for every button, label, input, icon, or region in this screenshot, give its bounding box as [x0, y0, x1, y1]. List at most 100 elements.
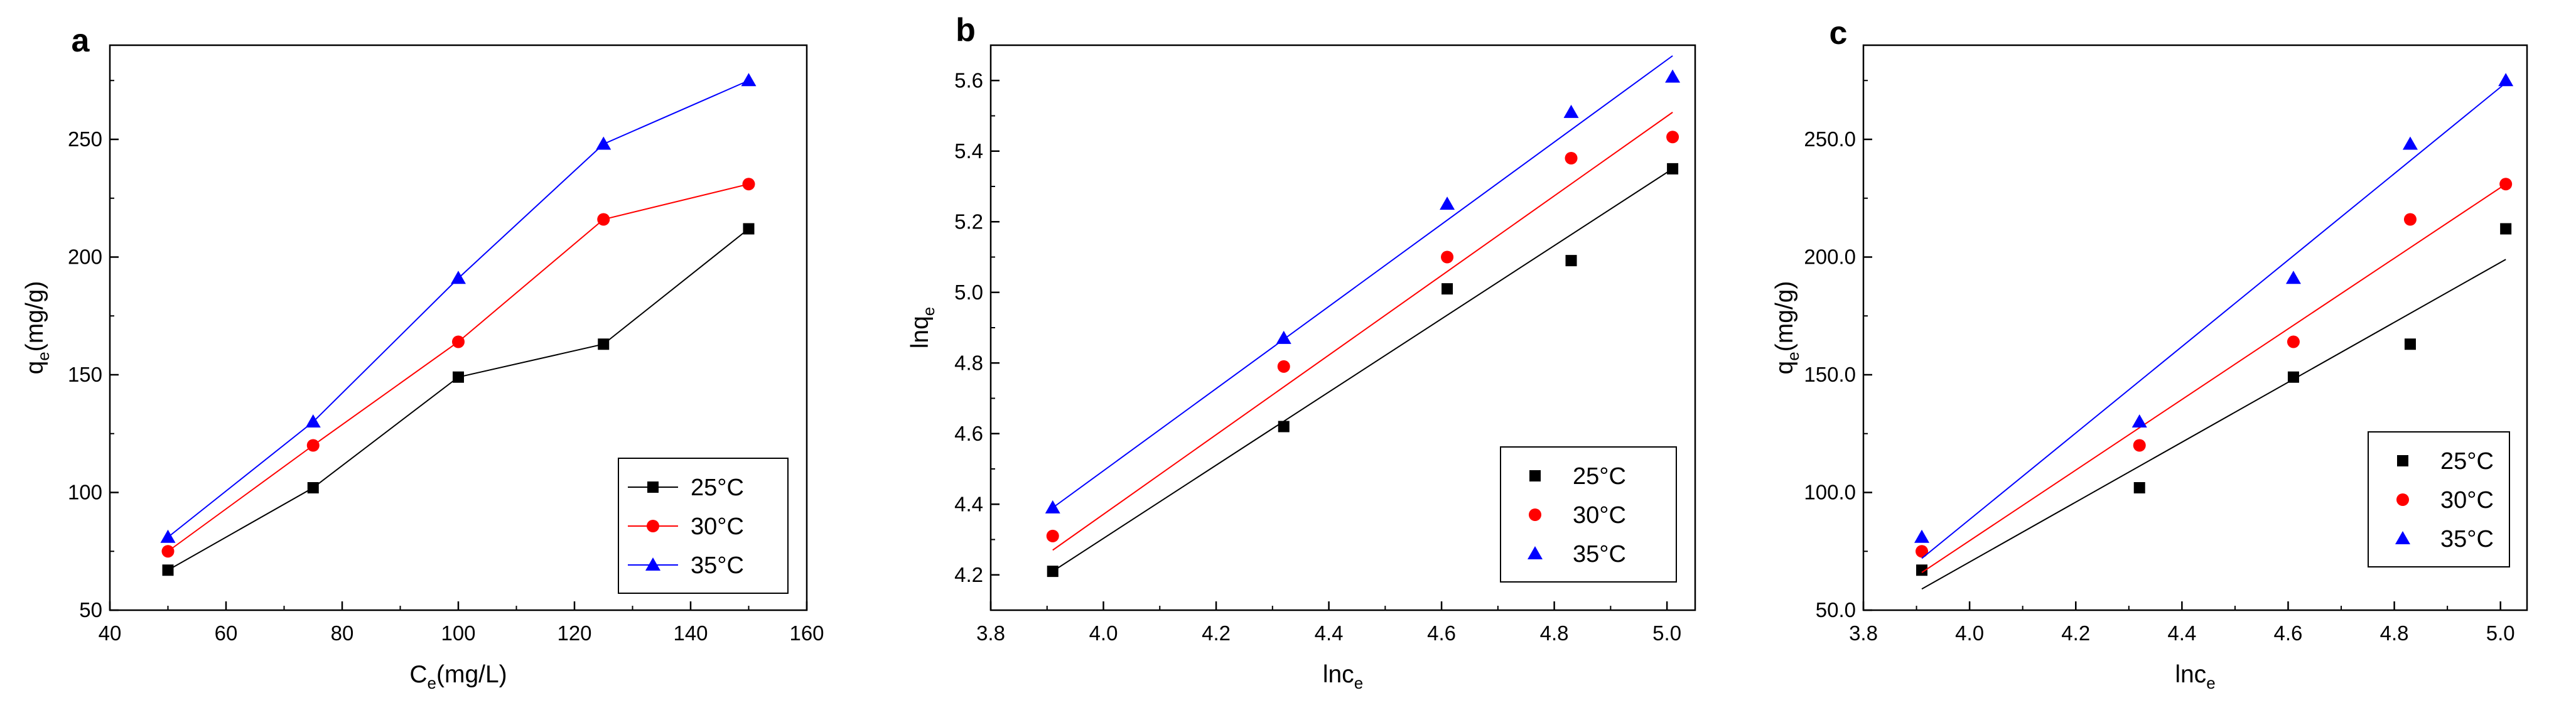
y-axis-label-suffix: (mg/g) — [1771, 281, 1798, 352]
legend-label: 35°C — [691, 552, 744, 579]
data-point — [2403, 213, 2417, 226]
y-axis-label-base: q — [21, 361, 48, 375]
x-tick-label: 5.0 — [2486, 621, 2515, 645]
y-tick-label: 250.0 — [1804, 127, 1856, 151]
data-point — [1046, 529, 1059, 542]
data-point — [1045, 500, 1060, 513]
data-point — [2133, 439, 2146, 452]
y-axis-label: lnqe — [907, 307, 938, 349]
y-axis-label-sub: e — [919, 307, 938, 316]
y-tick-label: 200 — [68, 245, 102, 269]
x-tick-label: 4.8 — [1540, 621, 1569, 645]
x-tick-label: 4.4 — [1315, 621, 1344, 645]
data-point — [1565, 255, 1577, 267]
y-tick-label: 5.6 — [954, 68, 983, 92]
data-point — [743, 223, 755, 235]
data-point — [1665, 69, 1681, 83]
data-point — [1666, 131, 1679, 144]
x-axis-label-base: C — [409, 661, 427, 688]
y-tick-label: 50.0 — [1816, 598, 1856, 621]
series-30°C — [161, 178, 755, 558]
x-axis-label-sub: e — [2206, 674, 2215, 692]
legend: 25°C 30°C 35°C — [1500, 446, 1677, 583]
data-point — [1047, 566, 1059, 578]
x-axis-label-base: lnc — [2175, 661, 2206, 688]
x-axis-label-suffix: (mg/L) — [436, 661, 507, 688]
data-point — [1441, 250, 1454, 264]
y-axis-label-sub: e — [1784, 352, 1803, 360]
fit-line — [1921, 183, 2506, 573]
data-point — [597, 213, 610, 226]
y-tick-label: 150.0 — [1804, 363, 1856, 386]
x-tick-label: 40 — [99, 621, 122, 645]
legend-label: 30°C — [2440, 487, 2494, 513]
x-axis-label: lnce — [1323, 661, 1363, 692]
data-point — [307, 482, 319, 493]
y-tick-label: 5.4 — [954, 139, 983, 163]
y-tick-label: 4.6 — [954, 422, 983, 445]
data-point — [2402, 136, 2418, 150]
series-25°C — [1047, 163, 1679, 578]
y-axis-label-sub: e — [34, 352, 53, 360]
data-point — [1563, 104, 1579, 118]
fit-line — [1921, 259, 2506, 590]
panel-letter: c — [1830, 15, 1848, 51]
y-tick-label: 200.0 — [1804, 245, 1856, 269]
x-tick-label: 4.2 — [2061, 621, 2090, 645]
data-point — [2287, 371, 2299, 383]
legend-label: 25°C — [1573, 463, 1626, 490]
data-point — [2131, 414, 2147, 427]
y-axis-label-base: q — [1771, 361, 1798, 375]
series-25°C — [162, 223, 755, 576]
x-tick-label: 140 — [673, 621, 708, 645]
legend-marker — [1529, 470, 1541, 481]
legend: 25°C 30°C 35°C — [618, 458, 789, 594]
y-tick-label: 5.0 — [954, 281, 983, 304]
x-tick-label: 100 — [441, 621, 475, 645]
data-point — [305, 414, 321, 427]
x-axis-label-sub: e — [1354, 674, 1363, 692]
fit-line — [1052, 168, 1673, 572]
y-axis-label-suffix: (mg/g) — [21, 281, 48, 352]
data-point — [1914, 529, 1930, 543]
data-point — [1667, 163, 1679, 175]
legend-marker — [2397, 455, 2408, 466]
series-30°C — [1916, 178, 2513, 573]
y-tick-label: 100 — [68, 481, 102, 504]
series-30°C — [1046, 112, 1679, 551]
legend-label: 35°C — [2440, 526, 2494, 552]
y-tick-label: 4.8 — [954, 351, 983, 374]
panel-letter: b — [956, 12, 976, 48]
data-point — [160, 529, 176, 543]
panel-b: b 3.8 4.0 4.2 4.4 4.6 4.8 5.0 4.2 4.4 4.6 4.8 5.0 5.2… — [907, 12, 1696, 692]
series-35°C — [1914, 73, 2514, 559]
data-point — [2133, 482, 2145, 493]
y-tick-label: 50 — [79, 598, 102, 621]
y-tick-label: 4.4 — [954, 492, 983, 515]
x-tick-label: 4.0 — [1089, 621, 1118, 645]
legend: 25°C 30°C 35°C — [2368, 431, 2510, 567]
y-tick-label: 4.2 — [954, 563, 983, 586]
y-axis-label: qe(mg/g) — [21, 281, 53, 375]
data-point — [161, 545, 175, 558]
panel-a: a40 60 80 100 120 140 16050100150200250Ce(mg/L… — [21, 23, 824, 692]
legend-label: 35°C — [1573, 541, 1626, 567]
legend-marker — [2395, 531, 2410, 544]
y-axis-label-base: lnq — [907, 316, 934, 348]
legend-marker — [645, 557, 660, 571]
data-point — [2287, 335, 2300, 348]
data-point — [162, 564, 174, 576]
fit-line — [1052, 55, 1673, 508]
series-35°C — [160, 73, 757, 543]
x-tick-label: 3.8 — [1849, 621, 1878, 645]
x-tick-label: 4.2 — [1202, 621, 1231, 645]
x-axis-label-base: lnc — [1323, 661, 1354, 688]
legend-box — [2368, 431, 2510, 567]
x-tick-label: 4.6 — [2274, 621, 2303, 645]
x-axis-label-sub: e — [428, 674, 436, 692]
data-point — [2499, 178, 2513, 191]
y-tick-label: 100.0 — [1804, 481, 1856, 504]
panel-c: c 3.8 4.0 4.2 4.4 4.6 4.8 5.0 50.0 100.0 150.0 200.… — [1771, 15, 2528, 692]
